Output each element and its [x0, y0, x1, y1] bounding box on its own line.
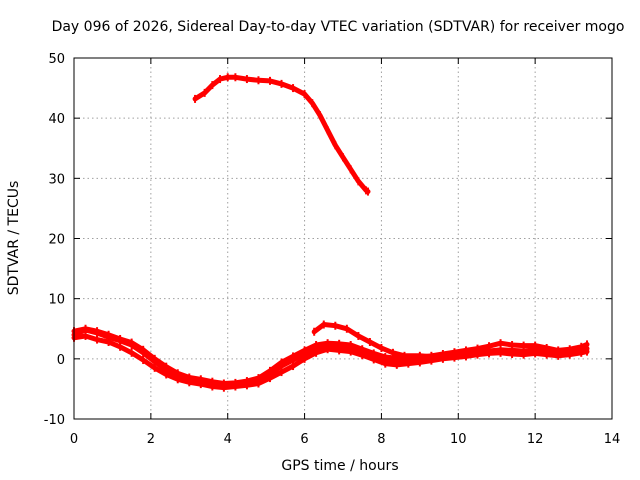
x-tick-label: 4 — [224, 432, 232, 447]
chart-title: Day 096 of 2026, Sidereal Day-to-day VTE… — [52, 19, 625, 35]
grid — [74, 58, 612, 419]
x-tick-label: 0 — [70, 432, 78, 447]
series-line-arc-high — [192, 74, 371, 195]
y-tick-label: 20 — [48, 233, 65, 248]
y-tick-label: 10 — [48, 293, 65, 308]
x-tick-label: 8 — [377, 432, 385, 447]
x-axis-ticks: 0 2 4 6 8 10 12 14 — [70, 58, 620, 447]
series-group — [71, 73, 590, 392]
y-tick-label: 0 — [57, 353, 65, 368]
y-tick-label: 30 — [48, 172, 65, 187]
x-axis-label: GPS time / hours — [281, 458, 398, 474]
y-axis-label: SDTVAR / TECUs — [6, 181, 22, 296]
y-tick-label: -10 — [44, 413, 65, 428]
x-tick-label: 14 — [604, 432, 621, 447]
series-line-low-b — [71, 333, 590, 391]
y-axis-ticks: -10 0 10 20 30 40 50 — [44, 52, 612, 428]
y-tick-label: 40 — [48, 112, 65, 127]
x-tick-label: 2 — [147, 432, 155, 447]
y-tick-label: 50 — [48, 52, 65, 67]
series-line-low-c — [71, 326, 590, 386]
x-tick-label: 12 — [527, 432, 544, 447]
x-tick-label: 10 — [450, 432, 467, 447]
x-tick-label: 6 — [300, 432, 308, 447]
